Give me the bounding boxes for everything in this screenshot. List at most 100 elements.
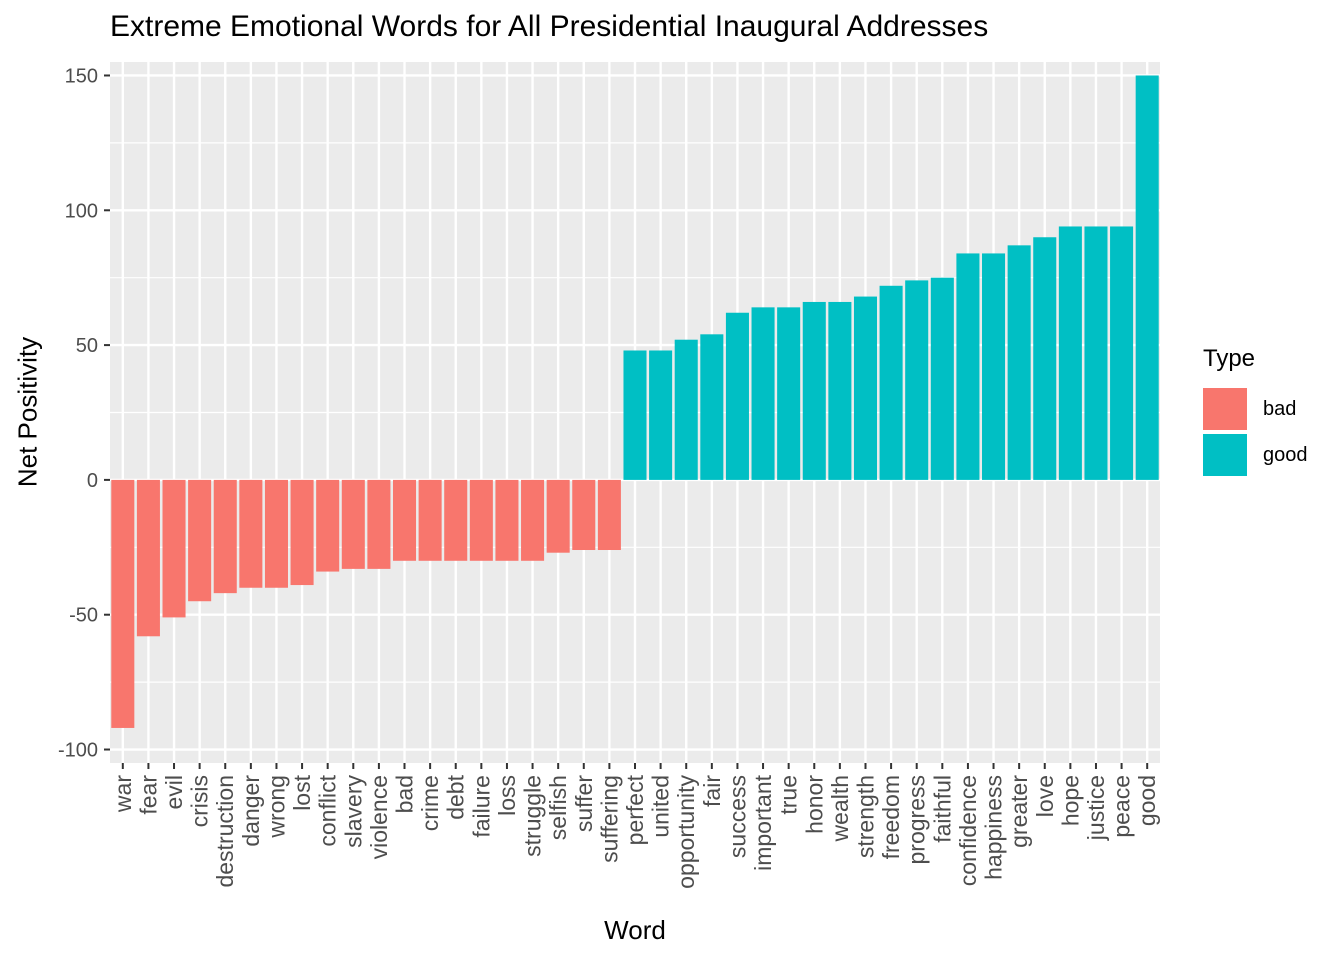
x-tick-label-strength: strength <box>852 775 878 858</box>
bar-hope <box>1058 226 1082 480</box>
x-tick-label-war: war <box>110 775 136 813</box>
x-tick-label-hope: hope <box>1057 775 1083 826</box>
legend: Type bad good <box>1203 345 1308 479</box>
x-tick-label-suffering: suffering <box>596 775 622 863</box>
bar-slavery <box>341 479 365 569</box>
y-axis-label: Net Positivity <box>12 336 43 488</box>
x-tick-label-debt: debt <box>443 774 469 819</box>
bar-confidence <box>956 253 980 480</box>
legend-item-bad: bad <box>1203 387 1308 431</box>
x-tick-label-lost: lost <box>289 774 315 810</box>
x-tick-label-love: love <box>1032 775 1058 817</box>
x-tick-label-crisis: crisis <box>187 775 213 827</box>
bar-crime <box>418 479 442 561</box>
bar-strength <box>853 296 878 480</box>
x-tick-label-violence: violence <box>366 775 392 859</box>
x-tick-label-loss: loss <box>494 775 520 816</box>
x-tick-label-perfect: perfect <box>622 774 648 845</box>
x-tick-label-faithful: faithful <box>929 775 955 843</box>
y-tick-label: 100 <box>65 200 98 222</box>
bar-important <box>751 307 775 480</box>
bar-freedom <box>879 285 903 480</box>
bar-bad <box>392 479 417 561</box>
bar-perfect <box>623 350 647 480</box>
x-tick-label-struggle: struggle <box>520 775 546 857</box>
bar-selfish <box>546 479 570 553</box>
x-tick-label-justice: justice <box>1083 775 1109 841</box>
bar-wealth <box>828 301 852 480</box>
x-tick-label-conflict: conflict <box>315 774 341 846</box>
bar-wrong <box>264 479 288 588</box>
x-tick-label-danger: danger <box>238 775 264 847</box>
bar-peace <box>1110 226 1134 480</box>
bar-suffering <box>597 479 621 551</box>
bar-honor <box>802 301 826 480</box>
x-tick-label-wrong: wrong <box>263 775 289 839</box>
x-tick-label-happiness: happiness <box>981 775 1007 880</box>
bar-greater <box>1007 245 1031 480</box>
x-tick-label-success: success <box>724 775 750 858</box>
x-tick-label-fair: fair <box>699 775 725 807</box>
bar-evil <box>162 479 186 618</box>
bar-danger <box>239 479 263 588</box>
legend-key-bad <box>1203 388 1247 430</box>
x-tick-label-evil: evil <box>161 775 187 810</box>
bar-crisis <box>188 479 212 602</box>
bar-opportunity <box>674 339 698 480</box>
bar-united <box>649 350 673 480</box>
legend-key-good <box>1203 434 1247 476</box>
x-tick-label-true: true <box>776 775 802 815</box>
x-tick-label-progress: progress <box>904 775 930 864</box>
chart-title: Extreme Emotional Words for All Presiden… <box>110 10 989 43</box>
y-tick-label: -100 <box>58 740 98 762</box>
bar-justice <box>1084 226 1108 480</box>
bar-destruction <box>213 479 237 594</box>
bar-love <box>1033 237 1057 480</box>
bar-conflict <box>316 479 340 572</box>
x-tick-label-important: important <box>750 774 776 870</box>
bar-happiness <box>982 253 1006 480</box>
bar-loss <box>495 479 519 561</box>
bar-faithful <box>930 277 954 480</box>
legend-title: Type <box>1203 345 1256 372</box>
bar-war <box>111 479 135 728</box>
bar-debt <box>444 479 468 561</box>
x-tick-label-confidence: confidence <box>955 775 981 886</box>
x-tick-label-opportunity: opportunity <box>673 775 699 889</box>
y-tick-label: 150 <box>65 65 98 87</box>
x-tick-label-united: united <box>648 775 674 838</box>
x-tick-label-failure: failure <box>468 775 494 838</box>
x-tick-label-freedom: freedom <box>878 775 904 859</box>
y-tick-label: 0 <box>87 470 98 492</box>
x-tick-label-suffer: suffer <box>571 775 597 832</box>
legend-label-good: good <box>1263 443 1308 466</box>
legend-label-bad: bad <box>1263 397 1297 420</box>
x-tick-label-bad: bad <box>392 775 418 813</box>
bar-struggle <box>521 479 545 561</box>
bar-success <box>725 312 749 480</box>
x-tick-label-good: good <box>1134 775 1160 826</box>
x-tick-label-selfish: selfish <box>545 775 571 840</box>
bar-fair <box>700 334 724 480</box>
bar-suffer <box>572 479 596 551</box>
bar-true <box>777 307 801 480</box>
legend-item-good: good <box>1203 433 1308 477</box>
y-tick-label: -50 <box>69 605 98 627</box>
x-tick-label-destruction: destruction <box>212 775 238 888</box>
bar-progress <box>905 280 929 480</box>
x-tick-label-honor: honor <box>801 775 827 834</box>
bar-violence <box>367 479 391 569</box>
x-axis-label: Word <box>604 915 666 945</box>
y-tick-label: 50 <box>76 335 98 357</box>
bar-fear <box>136 479 160 637</box>
x-tick-label-crime: crime <box>417 775 443 831</box>
x-tick-label-fear: fear <box>135 775 161 815</box>
x-tick-label-peace: peace <box>1109 775 1135 838</box>
bar-failure <box>469 479 493 561</box>
x-tick-label-slavery: slavery <box>340 775 366 848</box>
bar-lost <box>290 479 314 586</box>
x-tick-label-greater: greater <box>1006 775 1032 848</box>
x-tick-label-wealth: wealth <box>827 775 853 842</box>
